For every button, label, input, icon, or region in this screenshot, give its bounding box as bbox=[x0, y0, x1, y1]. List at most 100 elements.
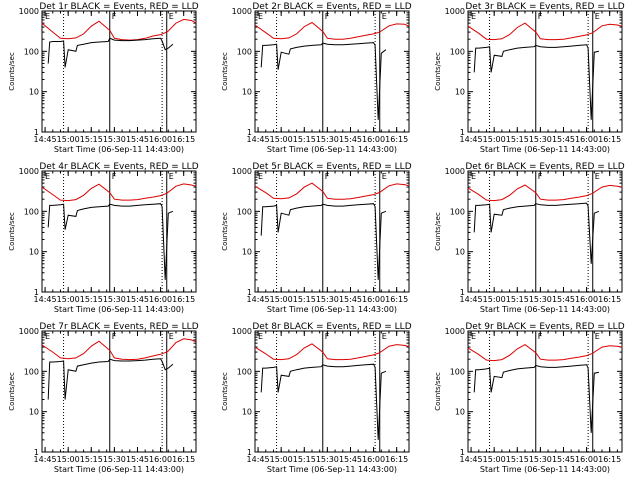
x-tick-label: 15:15 bbox=[506, 135, 529, 144]
marker-label: E bbox=[169, 172, 174, 181]
marker-label: F bbox=[538, 12, 543, 21]
chart-panel-7: Det 7r BLACK = Events, RED = LLD 1 10 100 10… bbox=[8, 322, 199, 474]
marker-label: E bbox=[471, 12, 476, 21]
marker-label: F bbox=[325, 172, 330, 181]
x-tick-label: 15:15 bbox=[506, 295, 529, 304]
y-tick-label: 1 bbox=[247, 448, 252, 457]
y-tick-label: 1000 bbox=[445, 327, 465, 336]
x-tick-label: 14:45 bbox=[34, 135, 57, 144]
marker-label: E bbox=[45, 172, 50, 181]
marker-label: E bbox=[595, 172, 600, 181]
x-tick-label: 15:45 bbox=[552, 135, 575, 144]
x-tick-label: 15:30 bbox=[103, 135, 126, 144]
y-tick-label: 1 bbox=[247, 288, 252, 297]
x-axis-label: Start Time (06-Sep-11 14:43:00) bbox=[54, 305, 184, 314]
x-tick-label: 15:00 bbox=[270, 455, 293, 464]
series-lld-line bbox=[467, 184, 623, 202]
x-axis-label: Start Time (06-Sep-11 14:43:00) bbox=[267, 145, 397, 154]
marker-label: E bbox=[169, 12, 174, 21]
x-tick-label: 15:15 bbox=[293, 455, 316, 464]
series-lld-line bbox=[254, 182, 410, 200]
x-tick-label: 15:30 bbox=[316, 135, 339, 144]
marker-label: F bbox=[325, 332, 330, 341]
chart-title: Det 3r BLACK = Events, RED = LLD bbox=[465, 2, 624, 12]
y-tick-label: 1000 bbox=[232, 327, 252, 336]
x-tick-label: 16:00 bbox=[362, 135, 385, 144]
y-tick-label: 10 bbox=[242, 88, 252, 97]
y-tick-label: 10 bbox=[455, 88, 465, 97]
x-tick-label: 15:45 bbox=[339, 135, 362, 144]
x-axis-label: Start Time (06-Sep-11 14:43:00) bbox=[54, 465, 184, 474]
x-tick-label: 16:15 bbox=[172, 295, 195, 304]
series-events-line bbox=[473, 44, 599, 120]
x-tick-label: 15:00 bbox=[57, 295, 80, 304]
y-tick-label: 1000 bbox=[232, 7, 252, 16]
x-tick-label: 16:15 bbox=[385, 135, 408, 144]
x-tick-label: 14:45 bbox=[460, 455, 483, 464]
y-tick-label: 1000 bbox=[445, 167, 465, 176]
x-tick-label: 15:30 bbox=[316, 295, 339, 304]
x-tick-label: 16:00 bbox=[149, 135, 172, 144]
plot-frame bbox=[41, 10, 197, 133]
y-tick-label: 100 bbox=[24, 207, 39, 216]
x-tick-label: 15:15 bbox=[506, 455, 529, 464]
x-tick-label: 16:15 bbox=[598, 135, 621, 144]
series-lld-line bbox=[41, 18, 197, 41]
series-events-line bbox=[260, 363, 387, 440]
y-tick-label: 100 bbox=[450, 367, 465, 376]
marker-label: E bbox=[382, 172, 387, 181]
x-tick-label: 16:00 bbox=[149, 295, 172, 304]
y-tick-label: 1 bbox=[34, 128, 39, 137]
series-events-line bbox=[47, 37, 174, 68]
marker-label: F bbox=[538, 332, 543, 341]
series-lld-line bbox=[41, 338, 197, 361]
x-tick-label: 15:30 bbox=[529, 295, 552, 304]
x-tick-label: 14:45 bbox=[247, 455, 270, 464]
marker-label: E bbox=[258, 332, 263, 341]
x-tick-label: 14:45 bbox=[34, 455, 57, 464]
x-tick-label: 16:00 bbox=[575, 135, 598, 144]
y-axis-label: Counts/sec bbox=[434, 52, 442, 91]
y-tick-label: 1000 bbox=[19, 7, 39, 16]
plot-frame bbox=[41, 330, 197, 453]
y-axis-label: Counts/sec bbox=[221, 372, 229, 411]
y-tick-label: 100 bbox=[237, 207, 252, 216]
chart-title: Det 1r BLACK = Events, RED = LLD bbox=[39, 2, 198, 12]
plot-frame bbox=[467, 330, 623, 453]
chart-panel-3: Det 3r BLACK = Events, RED = LLD 1 10 100 10… bbox=[434, 2, 625, 154]
x-tick-label: 15:30 bbox=[103, 295, 126, 304]
marker-label: E bbox=[45, 332, 50, 341]
series-events-line bbox=[47, 358, 174, 400]
x-tick-label: 15:15 bbox=[80, 135, 103, 144]
x-tick-label: 15:45 bbox=[126, 455, 149, 464]
plot-frame bbox=[41, 170, 197, 293]
marker-label: F bbox=[112, 12, 117, 21]
x-tick-label: 14:45 bbox=[460, 135, 483, 144]
y-tick-label: 10 bbox=[29, 88, 39, 97]
x-tick-label: 15:15 bbox=[293, 295, 316, 304]
plot-frame bbox=[254, 170, 410, 293]
x-tick-label: 15:00 bbox=[57, 135, 80, 144]
y-tick-label: 1 bbox=[460, 288, 465, 297]
y-tick-label: 10 bbox=[242, 248, 252, 257]
series-events-line bbox=[473, 364, 600, 433]
series-lld-line bbox=[41, 183, 197, 202]
y-axis-label: Counts/sec bbox=[434, 212, 442, 251]
y-axis-label: Counts/sec bbox=[221, 52, 229, 91]
x-tick-label: 14:45 bbox=[247, 135, 270, 144]
chart-panel-2: Det 2r BLACK = Events, RED = LLD 1 10 100 10… bbox=[221, 2, 412, 154]
chart-title: Det 7r BLACK = Events, RED = LLD bbox=[39, 322, 198, 332]
marker-label: E bbox=[258, 12, 263, 21]
marker-label: E bbox=[45, 12, 50, 21]
x-axis-label: Start Time (06-Sep-11 14:43:00) bbox=[480, 465, 610, 474]
y-tick-label: 10 bbox=[242, 408, 252, 417]
x-tick-label: 15:45 bbox=[339, 455, 362, 464]
x-axis-label: Start Time (06-Sep-11 14:43:00) bbox=[480, 145, 610, 154]
y-tick-label: 1000 bbox=[232, 167, 252, 176]
x-tick-label: 15:00 bbox=[270, 135, 293, 144]
y-tick-label: 10 bbox=[29, 408, 39, 417]
series-lld-line bbox=[254, 21, 410, 40]
y-tick-label: 10 bbox=[455, 408, 465, 417]
x-tick-label: 16:15 bbox=[385, 295, 408, 304]
y-tick-label: 10 bbox=[29, 248, 39, 257]
